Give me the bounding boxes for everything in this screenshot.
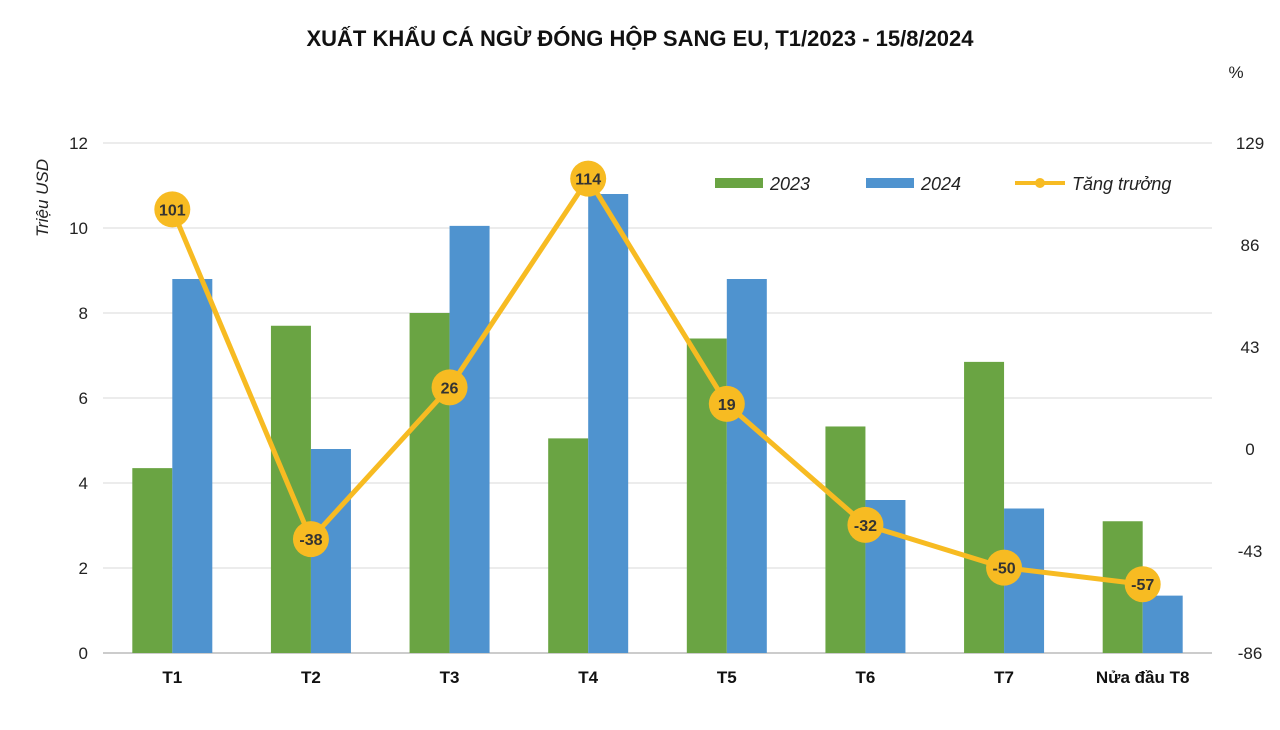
legend: 2023 2024 Tăng trưởng (715, 174, 1171, 194)
growth-data-label: 19 (718, 397, 736, 414)
bar-series (132, 194, 1183, 653)
growth-point (292, 521, 329, 558)
growth-point (154, 191, 191, 228)
growth-data-label: -50 (993, 561, 1016, 578)
legend-swatch-2023 (715, 178, 763, 188)
y2-tick-label: 86 (1241, 236, 1260, 255)
growth-point (1124, 566, 1161, 603)
growth-data-label: -32 (854, 518, 877, 535)
growth-point (431, 369, 468, 406)
growth-point (847, 506, 884, 543)
y-tick-label: 10 (69, 219, 88, 238)
growth-line-series: 101 -38 26 114 19 -32 -50 -57 (154, 160, 1161, 603)
legend-swatch-2024 (866, 178, 914, 188)
x-tick-label: T5 (717, 668, 737, 687)
y-tick-label: 6 (79, 389, 88, 408)
legend-marker (1035, 178, 1045, 188)
y2-tick-label: -86 (1238, 644, 1263, 663)
bar-2023-t7 (964, 361, 1005, 653)
y-tick-label: 8 (79, 304, 88, 323)
x-tick-label: T4 (578, 668, 598, 687)
chart-title: XUẤT KHẨU CÁ NGỪ ĐÓNG HỘP SANG EU, T1/20… (306, 26, 974, 51)
growth-point (708, 385, 745, 422)
x-tick-label: T7 (994, 668, 1014, 687)
bar-2023-t5 (686, 338, 727, 653)
bar-2024-nửa-đầu-t8 (1142, 595, 1183, 653)
y2-tick-label: 129 (1236, 134, 1264, 153)
y2-tick-label: -43 (1238, 542, 1263, 561)
x-tick-label: T1 (162, 668, 182, 687)
bar-2023-t3 (409, 313, 450, 653)
axes: 0 2 4 6 8 10 12 -86 -43 0 43 86 129 T1 T2 T3 T4 T5 T6 T7 Nửa… (69, 134, 1264, 687)
growth-data-label: 114 (575, 172, 601, 189)
bar-2023-t4 (548, 438, 589, 653)
x-tick-label: T3 (440, 668, 460, 687)
y-tick-label: 2 (79, 559, 88, 578)
bar-2024-t4 (588, 194, 629, 653)
y-tick-label: 0 (79, 644, 88, 663)
y2-tick-label: 0 (1245, 440, 1254, 459)
x-tick-label: T2 (301, 668, 321, 687)
gridlines (103, 142, 1212, 654)
bar-2024-t3 (449, 225, 490, 653)
bar-2024-t5 (726, 279, 767, 653)
x-tick-label: Nửa đầu T8 (1096, 668, 1190, 687)
x-tick-label: T6 (856, 668, 876, 687)
growth-data-label: -38 (299, 532, 322, 549)
legend-label: Tăng trưởng (1072, 174, 1171, 194)
legend-label: 2024 (920, 174, 961, 194)
y-axis-label: Triệu USD (33, 159, 52, 237)
legend-label: 2023 (769, 174, 810, 194)
y-tick-label: 12 (69, 134, 88, 153)
growth-line (170, 176, 1143, 587)
y2-axis-label: % (1228, 63, 1243, 82)
y2-tick-label: 43 (1241, 338, 1260, 357)
growth-data-label: 101 (159, 202, 186, 219)
growth-point (986, 549, 1023, 586)
growth-data-label: 26 (441, 380, 459, 397)
bar-2023-t1 (132, 468, 173, 653)
y-tick-label: 4 (79, 474, 88, 493)
growth-data-label: -57 (1131, 577, 1154, 594)
growth-point (570, 160, 607, 197)
bar-2024-t1 (172, 279, 213, 653)
